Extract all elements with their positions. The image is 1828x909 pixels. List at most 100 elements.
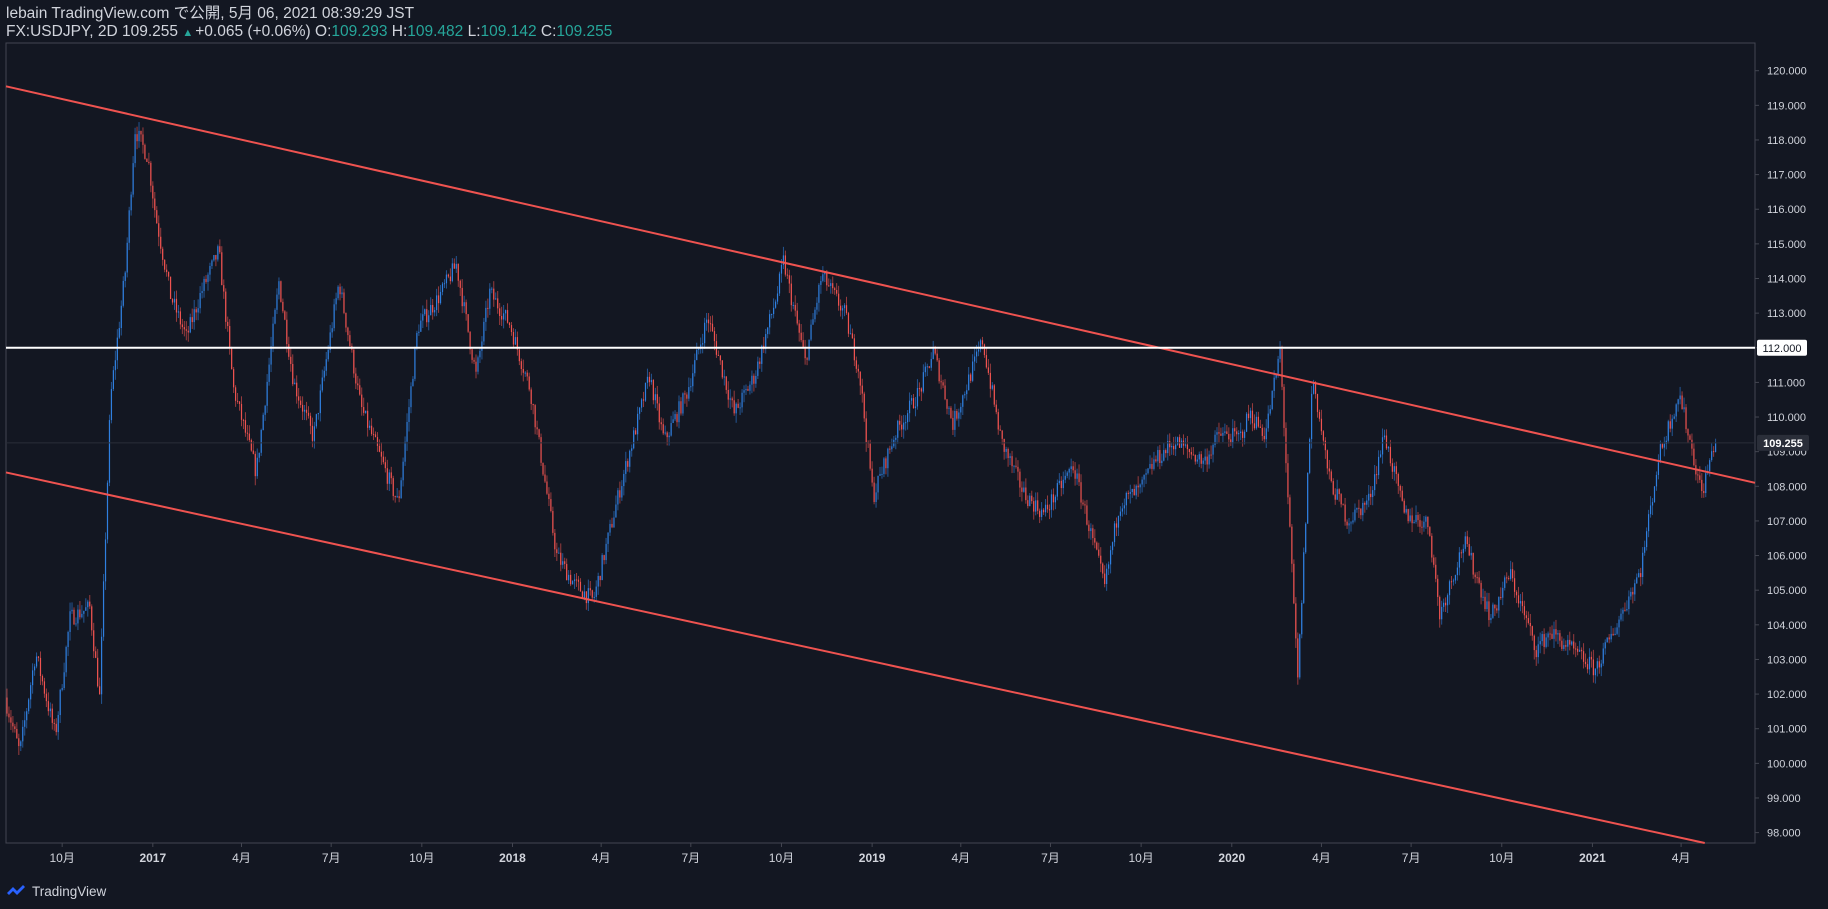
candle [77, 604, 79, 631]
candle-body [1366, 500, 1368, 505]
candle-body [747, 388, 749, 391]
candle-body [575, 579, 578, 581]
candle [889, 445, 891, 454]
candle-body [1218, 432, 1220, 434]
candle [1178, 434, 1181, 448]
candle-body [1090, 528, 1092, 532]
candle [203, 276, 205, 298]
candle [1529, 613, 1531, 636]
candle [1042, 507, 1045, 515]
candle-body [1537, 644, 1539, 658]
candle [1559, 630, 1561, 647]
candle-body [1474, 574, 1476, 578]
candle [1389, 439, 1392, 467]
candle-body [910, 398, 913, 401]
candle [715, 333, 718, 358]
candle-body [225, 291, 227, 322]
candle-body [1056, 483, 1058, 497]
candle [680, 397, 682, 416]
candle-body [148, 161, 150, 163]
candle-body [603, 555, 605, 561]
candle [794, 295, 796, 317]
candle [1628, 590, 1630, 615]
candle [1186, 436, 1189, 459]
candle-body [1407, 509, 1409, 522]
candle-body [1504, 577, 1506, 588]
symbol-label[interactable]: FX:USDJPY, 2D [6, 23, 118, 40]
candle [343, 288, 345, 315]
candle [1261, 424, 1263, 441]
candle-body [1299, 634, 1301, 678]
candle [471, 347, 473, 364]
candle-body [274, 309, 276, 324]
candle-body [311, 425, 314, 441]
candle [1023, 481, 1025, 493]
candle [93, 622, 95, 659]
candle-body [832, 283, 834, 289]
candle [603, 554, 605, 565]
candle-body [828, 285, 830, 287]
candle-body [680, 401, 682, 414]
candle-body [1104, 573, 1106, 584]
candle [705, 312, 708, 331]
candle [154, 191, 156, 218]
candle-body [108, 420, 111, 483]
candle-body [739, 407, 741, 409]
candle-body [761, 345, 763, 364]
candle [1328, 459, 1330, 480]
candle [1397, 472, 1399, 494]
candle-body [1488, 601, 1490, 621]
candle [1041, 502, 1043, 521]
candle-body [1249, 410, 1252, 419]
candle [359, 378, 361, 396]
candle [660, 417, 662, 431]
candle [1636, 573, 1638, 585]
candle-body [516, 337, 518, 350]
candle-body [1109, 550, 1112, 565]
candle-body [1586, 664, 1589, 670]
candle-body [936, 353, 938, 361]
candle [836, 283, 838, 297]
candle-body [134, 134, 136, 164]
candle [761, 344, 763, 372]
candle [901, 415, 903, 437]
candle [1519, 593, 1522, 612]
candle-body [508, 322, 511, 326]
candle-body [37, 656, 40, 658]
candle [487, 298, 489, 318]
candle-body [506, 310, 509, 323]
candle [745, 384, 747, 396]
candle [311, 417, 314, 448]
drawing-overlays[interactable] [5, 85, 1756, 844]
candle-body [363, 407, 365, 413]
candle [1437, 574, 1439, 606]
candle-body [1285, 427, 1287, 464]
candle [368, 420, 371, 431]
candle [1395, 461, 1397, 484]
candle-body [1303, 552, 1305, 603]
candle-body [1616, 627, 1618, 634]
candle-body [503, 313, 505, 320]
candle [1033, 497, 1035, 520]
candle-body [400, 480, 402, 499]
footer-brand[interactable]: TradingView [6, 880, 106, 902]
price-axis[interactable]: 98.00099.000100.000101.000102.000103.000… [1755, 66, 1807, 840]
candle-body [376, 437, 379, 446]
candle [627, 458, 629, 472]
candle [954, 403, 956, 437]
candle [879, 466, 881, 476]
price-change: +0.065 (+0.06%) [195, 23, 311, 40]
candle-body [914, 406, 917, 409]
candle-body [130, 194, 132, 211]
candle-body [404, 441, 406, 462]
candle [1145, 468, 1147, 484]
candle-body [1135, 485, 1137, 496]
candle-body [1657, 462, 1660, 475]
time-axis[interactable]: 10月 2017 4月 7月 10月 2018 4月 7月 10月 2019 4月 7月 10月 2020… [49, 843, 1690, 865]
candle-body [12, 722, 14, 727]
candle-body [57, 715, 59, 733]
candle [1196, 454, 1198, 464]
candle-body [414, 347, 416, 379]
candle-body [1525, 615, 1527, 619]
